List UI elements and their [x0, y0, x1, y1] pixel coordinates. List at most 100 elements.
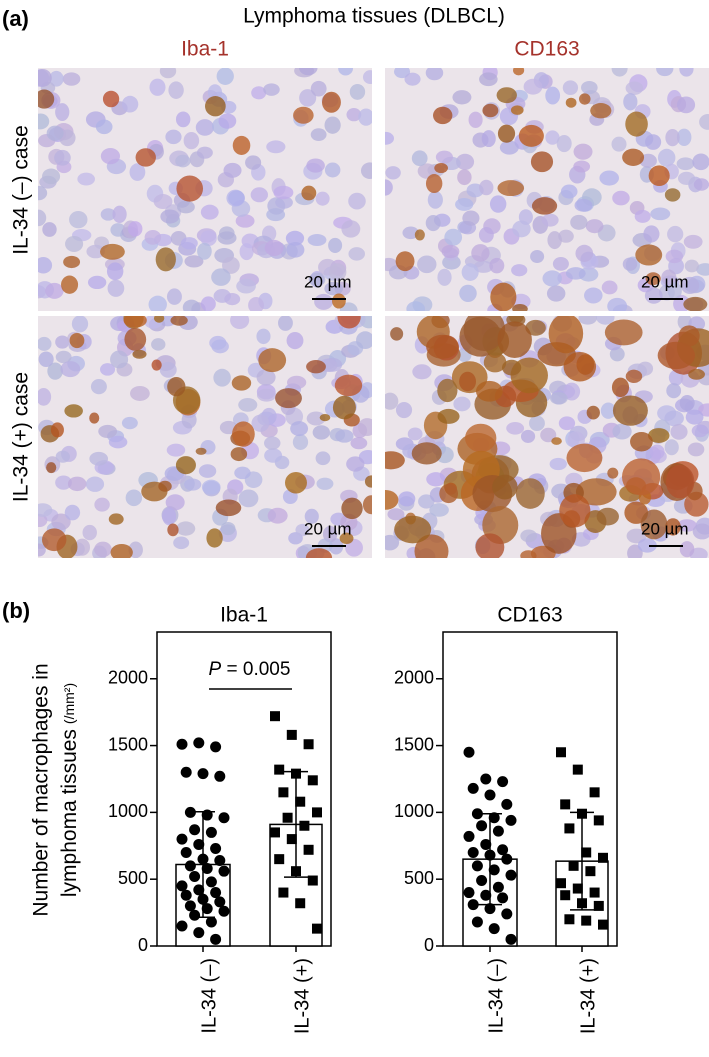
nucleus — [286, 241, 305, 258]
y-tick-label: 500 — [404, 868, 434, 888]
nucleus — [473, 260, 494, 273]
stained-cell — [657, 341, 696, 370]
x-tick-label: IL-34 (–) — [485, 958, 507, 1034]
stained-cell — [465, 423, 497, 453]
data-point — [471, 808, 483, 820]
nucleus — [151, 338, 166, 351]
nucleus — [558, 229, 574, 243]
data-point — [467, 782, 479, 794]
nucleus — [541, 213, 559, 227]
nucleus — [144, 229, 162, 245]
data-point — [197, 853, 209, 865]
nucleus — [38, 336, 52, 351]
nucleus — [426, 472, 446, 487]
data-point — [505, 869, 517, 881]
data-point — [312, 923, 322, 934]
stained-cell — [607, 467, 619, 479]
data-point — [205, 876, 217, 888]
stained-cell — [394, 515, 432, 544]
nucleus — [545, 86, 561, 105]
nucleus — [637, 361, 654, 376]
data-point — [214, 854, 226, 866]
stained-cell — [621, 458, 661, 496]
stained-cell — [622, 148, 645, 166]
nucleus — [360, 162, 372, 180]
nucleus — [565, 267, 586, 280]
nucleus — [680, 276, 700, 295]
data-point — [193, 884, 205, 896]
stained-cell — [497, 124, 516, 143]
nucleus — [211, 268, 231, 286]
data-point — [476, 875, 488, 887]
stained-cell — [678, 325, 700, 347]
y-tick-label: 500 — [118, 868, 148, 888]
nucleus — [55, 103, 70, 121]
nucleus — [356, 331, 372, 350]
nucleus — [649, 444, 665, 460]
nucleus — [306, 158, 325, 173]
nucleus — [197, 242, 212, 260]
data-point — [312, 807, 322, 818]
data-point — [218, 905, 230, 917]
nucleus — [395, 402, 413, 419]
nucleus — [461, 263, 479, 281]
stained-cell — [604, 319, 643, 346]
scale-label: 20 µm — [304, 519, 352, 538]
nucleus — [38, 209, 47, 227]
data-point — [572, 764, 583, 775]
nucleus — [166, 443, 186, 457]
nucleus — [573, 160, 591, 173]
stained-cell — [665, 518, 681, 536]
nucleus — [692, 153, 709, 171]
nucleus — [584, 287, 603, 304]
nucleus — [236, 278, 256, 294]
nucleus — [55, 475, 72, 490]
stained-cell — [590, 102, 612, 119]
nucleus — [220, 522, 236, 536]
data-point — [189, 909, 201, 921]
data-point — [463, 830, 475, 842]
nucleus — [286, 331, 304, 350]
stained-cell — [64, 404, 83, 418]
stained-cell — [206, 528, 223, 548]
data-point — [564, 823, 575, 834]
column-label: Iba-1 — [181, 38, 229, 61]
nucleus — [552, 257, 569, 271]
nucleus — [406, 301, 425, 311]
stained-cell — [525, 319, 546, 336]
nucleus — [127, 221, 143, 237]
nucleus — [562, 80, 579, 96]
nucleus — [679, 68, 694, 77]
y-tick-label: 2000 — [108, 668, 148, 688]
nucleus — [549, 457, 567, 471]
nucleus — [676, 157, 695, 171]
nucleus — [530, 249, 545, 263]
nucleus — [304, 508, 319, 524]
nucleus — [310, 128, 327, 141]
stained-cell — [293, 106, 314, 124]
y-tick-label: 2000 — [394, 668, 434, 688]
stained-cell — [482, 103, 499, 118]
nucleus — [85, 476, 105, 492]
nucleus — [661, 269, 677, 286]
nucleus — [481, 130, 496, 148]
nucleus — [108, 435, 128, 449]
data-point — [593, 900, 604, 911]
nucleus — [77, 172, 95, 186]
data-point — [205, 826, 217, 838]
nucleus — [581, 80, 598, 95]
nucleus — [71, 316, 89, 333]
data-point — [214, 770, 226, 782]
stained-cell — [426, 334, 459, 359]
nucleus — [89, 451, 109, 466]
nucleus — [385, 131, 395, 145]
data-point — [189, 824, 201, 836]
stained-cell — [108, 513, 124, 525]
nucleus — [287, 375, 307, 390]
nucleus — [38, 68, 52, 87]
nucleus — [499, 140, 519, 155]
nucleus — [612, 190, 630, 206]
data-point — [184, 900, 196, 912]
stained-cell — [665, 464, 695, 499]
nucleus — [181, 411, 197, 429]
